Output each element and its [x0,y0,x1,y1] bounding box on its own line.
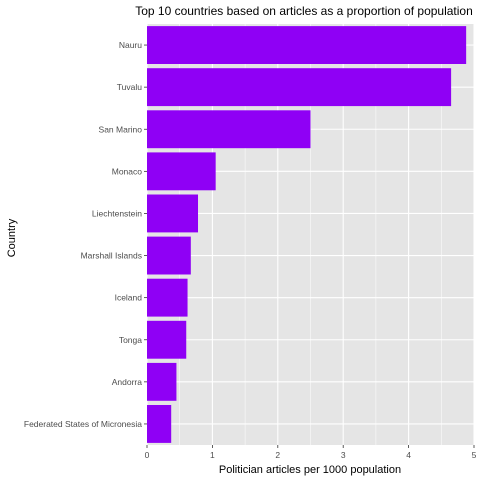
bar [147,194,199,233]
y-tick-label: San Marino [99,124,143,134]
y-tick-label: Iceland [115,293,143,303]
x-tick-label: 2 [275,450,280,460]
y-tick-label: Andorra [112,377,143,387]
bar [147,362,177,401]
y-tick-label: Liechtenstein [92,208,142,218]
bar [147,68,452,107]
bar [147,278,188,317]
y-tick-label: Nauru [119,40,142,50]
bar [147,236,191,275]
bar [147,320,187,359]
bar [147,110,311,149]
x-tick-label: 1 [210,450,215,460]
y-tick-label: Tonga [119,335,142,345]
x-tick-label: 5 [472,450,477,460]
y-tick-label: Federated States of Micronesia [24,419,142,429]
x-tick-label: 3 [341,450,346,460]
y-tick-label: Marshall Islands [81,251,142,261]
chart-title: Top 10 countries based on articles as a … [135,4,473,18]
x-tick-label: 4 [406,450,411,460]
bar [147,405,172,443]
bar [147,152,216,191]
y-tick-label: Monaco [112,166,143,176]
x-tick-label: 0 [145,450,150,460]
bar [147,26,467,64]
y-axis-title: Country [6,218,18,257]
x-axis-title: Politician articles per 1000 population [219,464,401,476]
y-tick-label: Tuvalu [117,82,142,92]
